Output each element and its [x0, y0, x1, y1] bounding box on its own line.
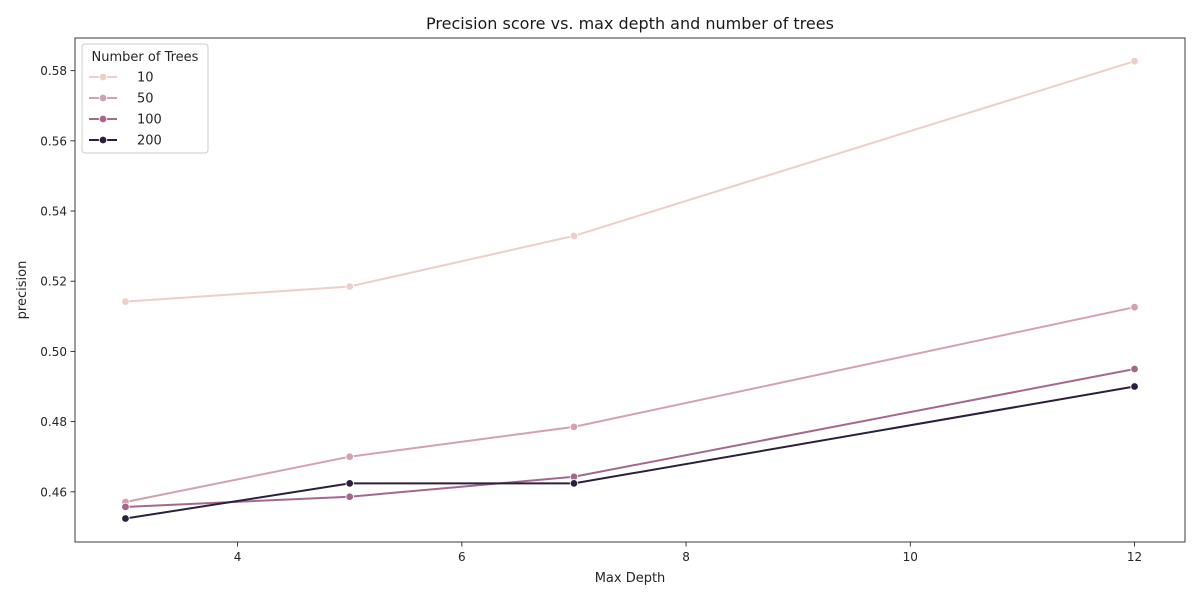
legend-entries: 10 50 100 200 [89, 71, 162, 149]
legend-swatch-marker [98, 135, 108, 145]
legend-entry: 50 [89, 92, 154, 107]
legend-entry: 10 [89, 71, 154, 86]
series-100 [121, 364, 1139, 512]
legend-label: 50 [137, 92, 154, 107]
series-line [125, 368, 1135, 508]
x-tick-label: 4 [234, 550, 242, 564]
data-point [121, 502, 130, 512]
series-50 [121, 302, 1139, 507]
data-point [345, 282, 354, 291]
legend-swatch-marker [98, 93, 108, 103]
axes-frame [74, 37, 1186, 543]
x-tick-label: 10 [903, 550, 918, 564]
y-tick-label: 0.56 [40, 134, 67, 148]
legend: Number of Trees 10 50 100 200 [81, 43, 209, 154]
legend-entry: 200 [89, 134, 162, 149]
data-point [569, 422, 579, 432]
data-point [569, 231, 579, 241]
legend-swatch-marker [98, 114, 108, 124]
plot-area [121, 56, 1139, 523]
x-tick-label: 6 [458, 550, 466, 564]
y-tick-label: 0.48 [40, 415, 67, 429]
y-tick-label: 0.52 [40, 275, 67, 289]
series-line [125, 385, 1135, 520]
x-axis-label: Max Depth [595, 571, 666, 586]
data-point [345, 492, 354, 501]
y-tick-label: 0.54 [40, 205, 67, 219]
legend-swatch-marker [98, 72, 108, 82]
data-point [1130, 364, 1139, 374]
x-tick-label: 8 [682, 550, 690, 564]
data-point [1130, 302, 1139, 312]
y-axis-ticks: 0.46 0.48 0.50 0.52 0.54 0.56 0.58 [40, 64, 75, 499]
series-200 [121, 382, 1139, 523]
data-point [121, 514, 130, 523]
data-point [1130, 56, 1139, 66]
data-point [345, 479, 354, 488]
legend-title: Number of Trees [92, 50, 199, 65]
legend-label: 100 [137, 113, 162, 128]
legend-label: 10 [137, 71, 154, 86]
series-line [125, 306, 1135, 503]
data-point [345, 452, 354, 461]
y-tick-label: 0.58 [40, 64, 67, 78]
series-line [125, 60, 1135, 303]
y-axis-label: precision [15, 261, 30, 320]
series-10 [121, 56, 1139, 306]
x-tick-label: 12 [1127, 550, 1142, 564]
x-axis-ticks: 4 6 8 10 12 [234, 542, 1142, 564]
legend-entry: 100 [89, 113, 162, 128]
data-point [569, 479, 579, 488]
data-point [1130, 382, 1139, 391]
chart-title: Precision score vs. max depth and number… [426, 14, 834, 33]
legend-frame [81, 43, 209, 154]
legend-label: 200 [137, 134, 162, 149]
data-point [121, 297, 130, 306]
y-tick-label: 0.46 [40, 485, 67, 499]
y-tick-label: 0.50 [40, 345, 67, 359]
